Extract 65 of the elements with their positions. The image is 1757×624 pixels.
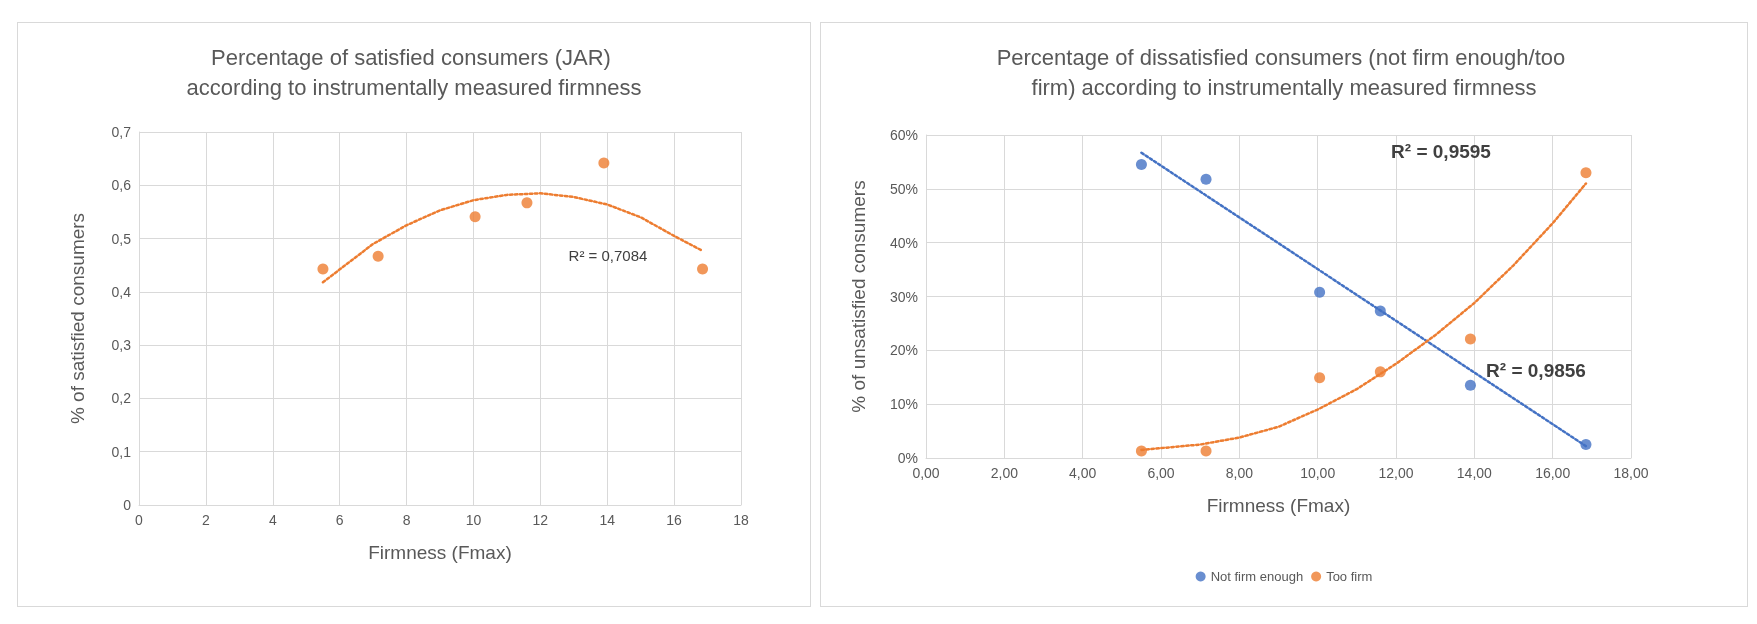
point — [1580, 167, 1592, 179]
x-tick-label: 14,00 — [1456, 465, 1493, 481]
x-tick-label: 2,00 — [990, 465, 1019, 481]
legend-label: Not firm enough — [1210, 569, 1304, 584]
point — [598, 157, 610, 169]
point — [1314, 372, 1326, 384]
y-tick-label: 60% — [889, 127, 918, 143]
y-tick-label: 0,5 — [111, 230, 132, 247]
point — [1464, 379, 1476, 391]
point — [1374, 305, 1386, 317]
point — [1464, 333, 1476, 345]
point — [521, 197, 533, 209]
y-tick-label: 20% — [889, 342, 918, 359]
point — [1135, 445, 1147, 457]
point — [1314, 286, 1326, 298]
x-axis-title: Firmness (Fmax) — [368, 542, 512, 563]
y-tick-label: 0,3 — [111, 337, 132, 354]
y-tick-label: 0% — [897, 450, 918, 466]
x-tick-label: 2 — [201, 512, 210, 528]
y-tick-label: 0,1 — [111, 443, 132, 460]
x-tick-label: 12 — [532, 512, 549, 528]
x-tick-label: 0 — [135, 512, 144, 528]
x-tick-label: 6,00 — [1147, 465, 1175, 481]
point — [1200, 173, 1212, 185]
y-tick-label: 0,2 — [111, 390, 132, 407]
y-tick-label: 0,7 — [111, 124, 132, 140]
point — [697, 263, 709, 275]
x-tick-label: 0,00 — [912, 465, 940, 481]
y-tick-label: 0,6 — [111, 177, 132, 194]
point — [1374, 366, 1386, 378]
x-axis-title: Firmness (Fmax) — [1206, 495, 1351, 516]
x-tick-label: 16 — [666, 512, 683, 528]
x-tick-label: 4,00 — [1069, 465, 1097, 481]
x-tick-label: 6 — [335, 512, 344, 528]
x-tick-label: 10,00 — [1300, 465, 1336, 481]
y-axis-title: % of satisfied consumers — [67, 212, 88, 425]
point — [469, 211, 481, 223]
y-tick-label: 0,4 — [111, 283, 132, 300]
point — [1200, 445, 1212, 457]
x-tick-label: 8,00 — [1225, 465, 1254, 481]
y-tick-label: 30% — [889, 288, 918, 305]
y-tick-label: 0 — [123, 497, 132, 513]
point — [317, 263, 329, 275]
x-tick-label: 18,00 — [1613, 465, 1649, 481]
chart-title: Percentage of dissatisfied consumers (not firm enough/too firm) according to instrumentally measured firmness — [996, 44, 1572, 100]
y-tick-label: 50% — [889, 180, 918, 197]
point — [372, 250, 384, 262]
y-tick-label: 10% — [889, 396, 918, 413]
annotation: R² = 0,9856 — [1486, 359, 1586, 381]
annotation: R² = 0,9595 — [1391, 140, 1492, 162]
y-axis-title: % of unsatisfied consumers — [848, 180, 869, 413]
x-tick-label: 8 — [402, 512, 411, 528]
point — [1135, 159, 1147, 171]
x-tick-label: 4 — [268, 512, 277, 528]
line-series — [321, 192, 704, 284]
legend-label: Too firm — [1326, 569, 1373, 584]
chart-title: Percentage of satisfied consumers (JAR) according to instrumentally measured firmness — [186, 44, 642, 100]
y-tick-label: 40% — [889, 234, 918, 251]
x-tick-label: 18 — [733, 512, 749, 528]
x-tick-label: 16,00 — [1535, 465, 1571, 481]
x-tick-label: 14 — [599, 512, 616, 528]
point — [1580, 439, 1592, 451]
x-tick-label: 10 — [465, 512, 482, 528]
annotation: R² = 0,7084 — [568, 246, 648, 264]
x-tick-label: 12,00 — [1378, 465, 1414, 481]
